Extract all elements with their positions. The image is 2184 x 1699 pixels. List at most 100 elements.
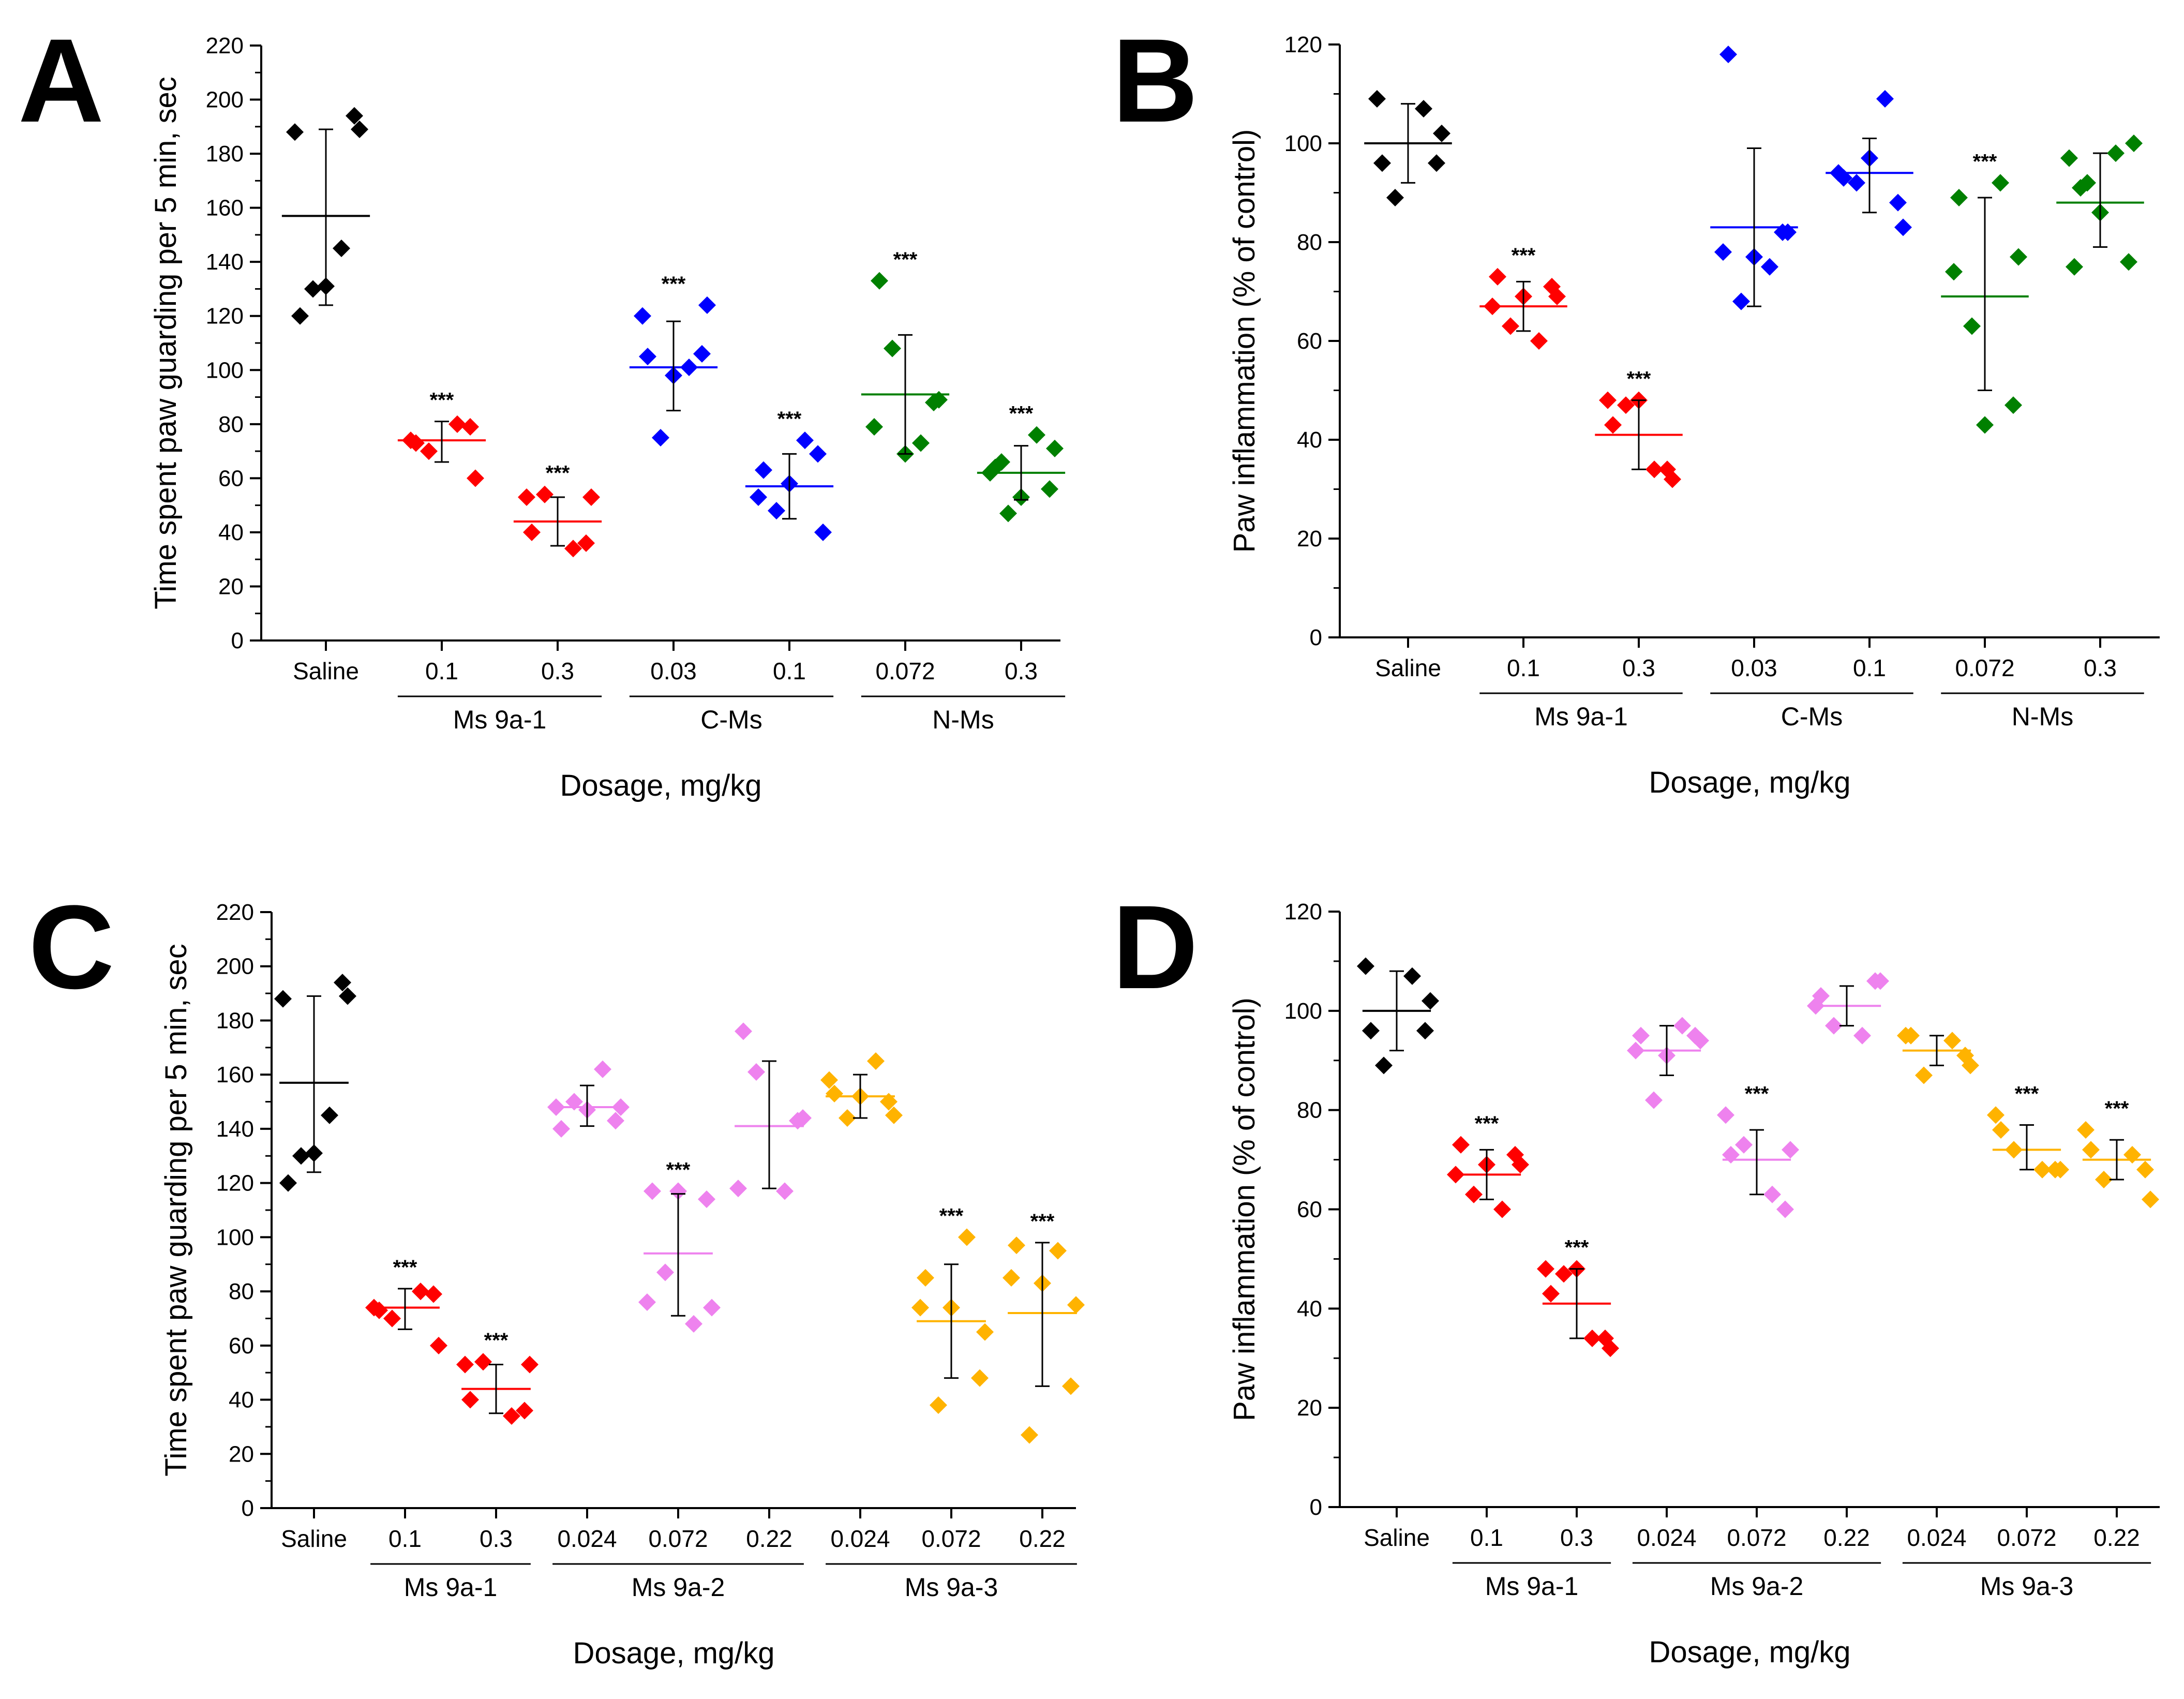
data-point [634,307,651,325]
data-point [1646,460,1663,479]
x-category-label: Saline [1375,654,1441,681]
data-point [1452,1136,1470,1154]
significance-label: *** [1565,1236,1589,1259]
data-point [958,1228,976,1246]
data-point [1963,317,1981,335]
data-point [685,1315,702,1333]
data-point [839,1109,856,1127]
data-point [1876,90,1894,108]
data-point [1714,243,1732,261]
x-category-label: 0.22 [746,1525,792,1552]
data-point [552,1120,570,1138]
y-tick-label: 40 [1297,427,1322,453]
y-tick-label: 20 [229,1441,254,1467]
data-point [1673,1017,1691,1035]
chart-panel-c: C 0 20 40 60 80 100 120 140 160 180 200 220 Time spen… [28,881,1085,1670]
x-category-label: 0.1 [1507,654,1540,681]
group-label: Ms 9a-1 [1485,1572,1579,1601]
data-point [750,488,767,506]
significance-label: *** [1973,150,1997,173]
chart-panel-d: D 0 20 40 60 80 100 120 Paw inflammation (% of c… [1112,881,2160,1669]
data-point [1763,1185,1781,1203]
data-point [826,1084,843,1102]
x-category-label: 0.024 [1907,1524,1966,1551]
data-point [1373,154,1391,172]
y-tick-label: 40 [1297,1296,1322,1321]
data-point [461,418,479,436]
data-point [2072,178,2089,197]
group-label: Ms 9a-3 [905,1573,998,1602]
data-point [2077,1121,2095,1139]
y-tick-label: 80 [1297,1098,1322,1123]
group-label: Ms 9a-2 [1710,1572,1804,1601]
data-point [1825,1017,1843,1035]
y-tick-label: 0 [1310,625,1322,650]
data-point [1542,1285,1560,1303]
x-category-label: 0.072 [1997,1524,2056,1551]
data-point [2005,396,2022,414]
data-point [1599,391,1617,409]
y-tick-label: 120 [1284,899,1322,925]
y-tick-label: 100 [1284,998,1322,1024]
y-tick-label: 0 [231,628,244,653]
group-label: Ms 9a-2 [632,1573,725,1602]
data-point [2095,1170,2113,1188]
data-point [577,534,595,552]
data-point [865,418,883,436]
y-tick-label: 120 [206,304,244,329]
group-label: Ms 9a-3 [1980,1572,2074,1601]
data-point [503,1407,520,1425]
significance-label: *** [546,462,570,485]
data-point [1782,1141,1799,1159]
x-axis-title: Dosage, mg/kg [1649,1635,1850,1669]
panel-letter: B [1112,14,1198,147]
data-point [885,1106,903,1124]
y-tick-label: 160 [216,1062,254,1087]
data-point [1894,218,1912,236]
data-point [1962,1056,1979,1075]
data-point [1950,189,1968,207]
data-point [594,1060,611,1078]
data-point [1062,1377,1080,1395]
data-point [1945,263,1963,281]
significance-label: *** [1745,1082,1769,1105]
data-point [1735,1136,1753,1154]
x-category-label: 0.072 [875,658,935,684]
data-point [1902,1026,1920,1045]
data-point [351,121,368,139]
data-point [1632,1026,1650,1045]
y-tick-label: 0 [242,1496,254,1521]
data-point [1512,1156,1529,1174]
significance-label: *** [1030,1210,1055,1233]
data-point [2107,144,2125,162]
data-point [796,431,814,450]
y-axis-title: Paw inflammation (% of control) [1228,129,1261,553]
data-point [976,1323,994,1341]
data-point [304,280,322,298]
y-axis-title: Paw inflammation (% of control) [1228,997,1261,1421]
y-tick-label: 60 [229,1333,254,1359]
panel-letter: C [28,881,114,1014]
data-point [912,434,930,452]
x-category-label: 0.3 [1622,654,1655,681]
significance-label: *** [939,1204,964,1227]
chart-panel-b: B 0 20 40 60 80 100 120 Paw inflammation (% of c… [1112,14,2160,799]
data-point [1992,174,2009,192]
data-point [2066,258,2083,276]
data-point [729,1180,747,1198]
data-point [1645,1091,1663,1109]
data-point [1489,267,1506,286]
x-category-label: 0.024 [1637,1524,1696,1551]
x-category-label: 0.1 [388,1525,422,1552]
data-point [814,523,832,541]
significance-label: *** [777,408,802,430]
significance-label: *** [1475,1112,1499,1135]
data-point [1548,288,1566,306]
y-tick-label: 100 [206,357,244,383]
data-point [521,1355,538,1374]
significance-label: *** [893,248,918,271]
data-point [1604,416,1622,434]
data-point [516,1402,533,1420]
data-point [1465,1185,1483,1203]
